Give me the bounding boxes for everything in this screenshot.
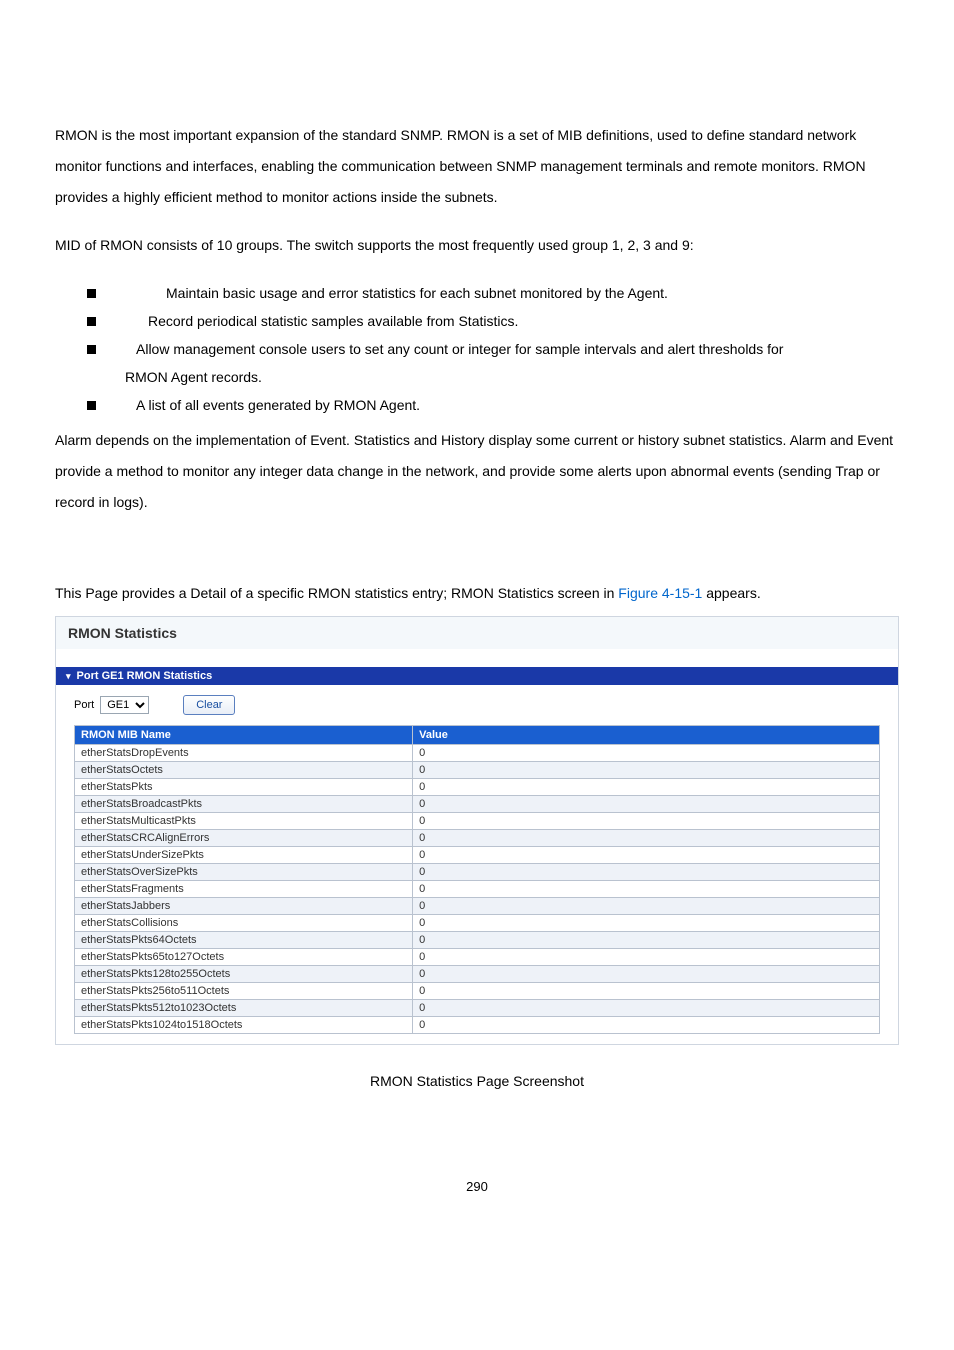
table-row: etherStatsPkts1024to1518Octets0 (75, 1017, 880, 1034)
triangle-down-icon: ▾ (66, 671, 71, 682)
table-row: etherStatsBroadcastPkts0 (75, 796, 880, 813)
bullet-3-cont: RMON Agent records. (125, 363, 899, 391)
rmon-screenshot-panel: RMON Statistics ▾ Port GE1 RMON Statisti… (55, 616, 899, 1045)
stat-name-cell: etherStatsPkts65to127Octets (75, 949, 413, 966)
stat-value-cell: 0 (413, 779, 880, 796)
table-row: etherStatsOverSizePkts0 (75, 864, 880, 881)
table-row: etherStatsPkts256to511Octets0 (75, 983, 880, 1000)
stat-name-cell: etherStatsOverSizePkts (75, 864, 413, 881)
bullet-3-text: Allow management console users to set an… (136, 335, 899, 363)
section-header-bar[interactable]: ▾ Port GE1 RMON Statistics (56, 667, 898, 685)
stat-name-cell: etherStatsPkts (75, 779, 413, 796)
clear-button[interactable]: Clear (183, 695, 235, 715)
stat-value-cell: 0 (413, 1017, 880, 1034)
stat-value-cell: 0 (413, 813, 880, 830)
stat-name-cell: etherStatsCRCAlignErrors (75, 830, 413, 847)
port-label: Port (74, 699, 94, 711)
stat-value-cell: 0 (413, 830, 880, 847)
controls-row: Port GE1 Clear (56, 685, 898, 725)
paragraph-2: MID of RMON consists of 10 groups. The s… (55, 230, 899, 261)
page-number: 290 (55, 1179, 899, 1194)
intro-text-a: This Page provides a Detail of a specifi… (55, 585, 618, 601)
screenshot-caption: RMON Statistics Page Screenshot (55, 1073, 899, 1089)
stat-name-cell: etherStatsBroadcastPkts (75, 796, 413, 813)
col-header-value: Value (413, 726, 880, 745)
table-row: etherStatsPkts0 (75, 779, 880, 796)
table-row: etherStatsPkts512to1023Octets0 (75, 1000, 880, 1017)
stat-value-cell: 0 (413, 881, 880, 898)
bullet-1-text: Maintain basic usage and error statistic… (166, 279, 899, 307)
page-root: RMON is the most important expansion of … (0, 0, 954, 1254)
table-row: etherStatsPkts64Octets0 (75, 932, 880, 949)
stat-value-cell: 0 (413, 932, 880, 949)
stat-name-cell: etherStatsPkts128to255Octets (75, 966, 413, 983)
paragraph-3: Alarm depends on the implementation of E… (55, 425, 899, 517)
stat-value-cell: 0 (413, 898, 880, 915)
stat-name-cell: etherStatsPkts256to511Octets (75, 983, 413, 1000)
intro-text-b: appears. (702, 585, 760, 601)
stat-name-cell: etherStatsUnderSizePkts (75, 847, 413, 864)
stat-name-cell: etherStatsJabbers (75, 898, 413, 915)
stat-name-cell: etherStatsCollisions (75, 915, 413, 932)
stats-table: RMON MIB Name Value etherStatsDropEvents… (74, 725, 880, 1034)
col-header-name: RMON MIB Name (75, 726, 413, 745)
table-row: etherStatsFragments0 (75, 881, 880, 898)
table-row: etherStatsUnderSizePkts0 (75, 847, 880, 864)
stat-value-cell: 0 (413, 1000, 880, 1017)
table-row: etherStatsOctets0 (75, 762, 880, 779)
port-select[interactable]: GE1 (100, 696, 149, 714)
bullet-2: Record periodical statistic samples avai… (55, 307, 899, 335)
table-row: etherStatsMulticastPkts0 (75, 813, 880, 830)
stat-value-cell: 0 (413, 966, 880, 983)
stat-name-cell: etherStatsPkts1024to1518Octets (75, 1017, 413, 1034)
bullet-list: Maintain basic usage and error statistic… (55, 279, 899, 419)
paragraph-1: RMON is the most important expansion of … (55, 120, 899, 212)
bullet-4: A list of all events generated by RMON A… (55, 391, 899, 419)
stat-value-cell: 0 (413, 796, 880, 813)
square-bullet-icon (87, 401, 96, 410)
table-row: etherStatsPkts128to255Octets0 (75, 966, 880, 983)
square-bullet-icon (87, 345, 96, 354)
figure-link[interactable]: Figure 4-15-1 (618, 585, 702, 601)
stat-value-cell: 0 (413, 983, 880, 1000)
stat-value-cell: 0 (413, 915, 880, 932)
stat-value-cell: 0 (413, 949, 880, 966)
stat-name-cell: etherStatsMulticastPkts (75, 813, 413, 830)
table-row: etherStatsPkts65to127Octets0 (75, 949, 880, 966)
stats-table-wrap: RMON MIB Name Value etherStatsDropEvents… (56, 725, 898, 1044)
stat-name-cell: etherStatsOctets (75, 762, 413, 779)
screenshot-intro: This Page provides a Detail of a specifi… (55, 578, 899, 609)
screenshot-title: RMON Statistics (56, 617, 898, 649)
screenshot-spacer (56, 649, 898, 667)
table-row: etherStatsCollisions0 (75, 915, 880, 932)
bullet-2-text: Record periodical statistic samples avai… (148, 307, 899, 335)
stat-name-cell: etherStatsPkts64Octets (75, 932, 413, 949)
stat-name-cell: etherStatsFragments (75, 881, 413, 898)
section-header-text: Port GE1 RMON Statistics (77, 670, 213, 682)
table-row: etherStatsDropEvents0 (75, 745, 880, 762)
table-row: etherStatsCRCAlignErrors0 (75, 830, 880, 847)
bullet-3: Allow management console users to set an… (55, 335, 899, 363)
table-header-row: RMON MIB Name Value (75, 726, 880, 745)
square-bullet-icon (87, 317, 96, 326)
stat-name-cell: etherStatsPkts512to1023Octets (75, 1000, 413, 1017)
stat-value-cell: 0 (413, 762, 880, 779)
stat-name-cell: etherStatsDropEvents (75, 745, 413, 762)
square-bullet-icon (87, 289, 96, 298)
table-row: etherStatsJabbers0 (75, 898, 880, 915)
bullet-4-text: A list of all events generated by RMON A… (136, 391, 899, 419)
stat-value-cell: 0 (413, 864, 880, 881)
bullet-1: Maintain basic usage and error statistic… (55, 279, 899, 307)
stat-value-cell: 0 (413, 847, 880, 864)
stat-value-cell: 0 (413, 745, 880, 762)
